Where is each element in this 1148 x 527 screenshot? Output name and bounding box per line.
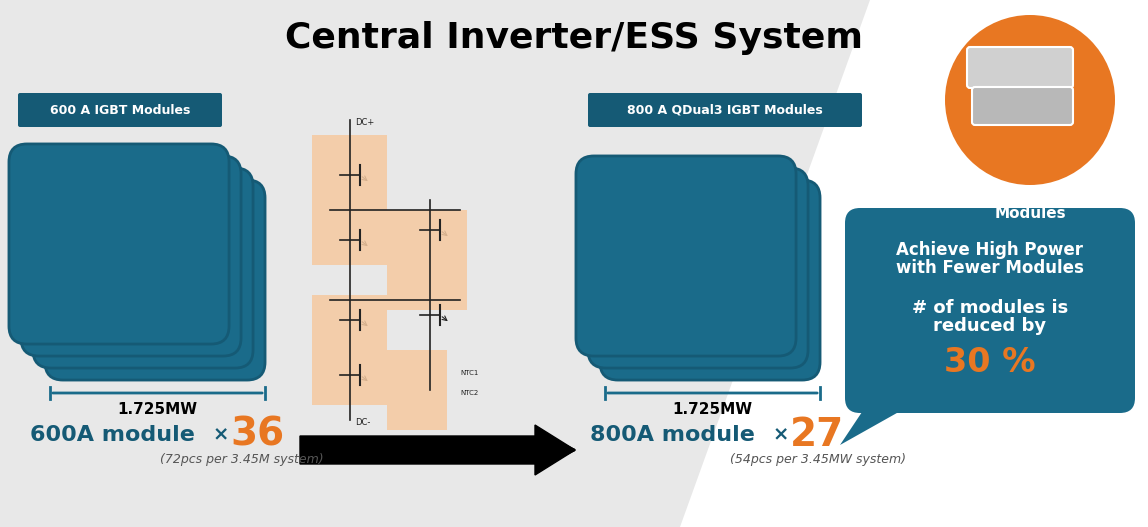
Text: QDual 3 IGBT: QDual 3 IGBT <box>974 190 1087 206</box>
FancyBboxPatch shape <box>967 47 1073 88</box>
Text: 600A module: 600A module <box>30 425 195 445</box>
FancyBboxPatch shape <box>845 208 1135 413</box>
FancyBboxPatch shape <box>387 210 467 310</box>
Circle shape <box>945 15 1115 185</box>
FancyBboxPatch shape <box>972 87 1073 125</box>
FancyBboxPatch shape <box>21 156 241 356</box>
Text: 30 %: 30 % <box>945 346 1035 378</box>
Text: 1.725MW: 1.725MW <box>117 403 197 417</box>
Text: reduced by: reduced by <box>933 317 1047 335</box>
FancyBboxPatch shape <box>18 93 222 127</box>
Polygon shape <box>680 0 1148 527</box>
FancyBboxPatch shape <box>45 180 265 380</box>
Polygon shape <box>840 400 920 445</box>
Text: 27: 27 <box>790 416 844 454</box>
Text: 800 A QDual3 IGBT Modules: 800 A QDual3 IGBT Modules <box>627 103 823 116</box>
FancyBboxPatch shape <box>33 168 253 368</box>
FancyBboxPatch shape <box>588 93 862 127</box>
Text: with Fewer Modules: with Fewer Modules <box>897 259 1084 277</box>
Text: 36: 36 <box>230 416 284 454</box>
Text: # of modules is: # of modules is <box>912 299 1068 317</box>
Text: NTC1: NTC1 <box>460 370 479 376</box>
FancyBboxPatch shape <box>9 144 230 344</box>
FancyArrow shape <box>300 425 575 475</box>
Text: (54pcs per 3.45MW system): (54pcs per 3.45MW system) <box>730 454 906 466</box>
FancyBboxPatch shape <box>387 350 447 430</box>
Text: 800A module: 800A module <box>590 425 755 445</box>
FancyBboxPatch shape <box>600 180 820 380</box>
FancyBboxPatch shape <box>576 156 796 356</box>
Text: DC+: DC+ <box>355 118 374 127</box>
Text: Modules: Modules <box>994 206 1065 220</box>
Text: Central Inverter/ESS System: Central Inverter/ESS System <box>285 21 863 55</box>
FancyBboxPatch shape <box>312 295 387 405</box>
Text: 600 A IGBT Modules: 600 A IGBT Modules <box>49 103 191 116</box>
FancyBboxPatch shape <box>312 135 387 265</box>
Text: Achieve High Power: Achieve High Power <box>897 241 1084 259</box>
Text: ×: × <box>773 425 790 444</box>
Text: (72pcs per 3.45M system): (72pcs per 3.45M system) <box>160 454 324 466</box>
Text: ×: × <box>214 425 230 444</box>
Text: NTC2: NTC2 <box>460 390 479 396</box>
FancyBboxPatch shape <box>588 168 808 368</box>
Text: DC-: DC- <box>355 418 371 427</box>
Text: 1.725MW: 1.725MW <box>672 403 752 417</box>
